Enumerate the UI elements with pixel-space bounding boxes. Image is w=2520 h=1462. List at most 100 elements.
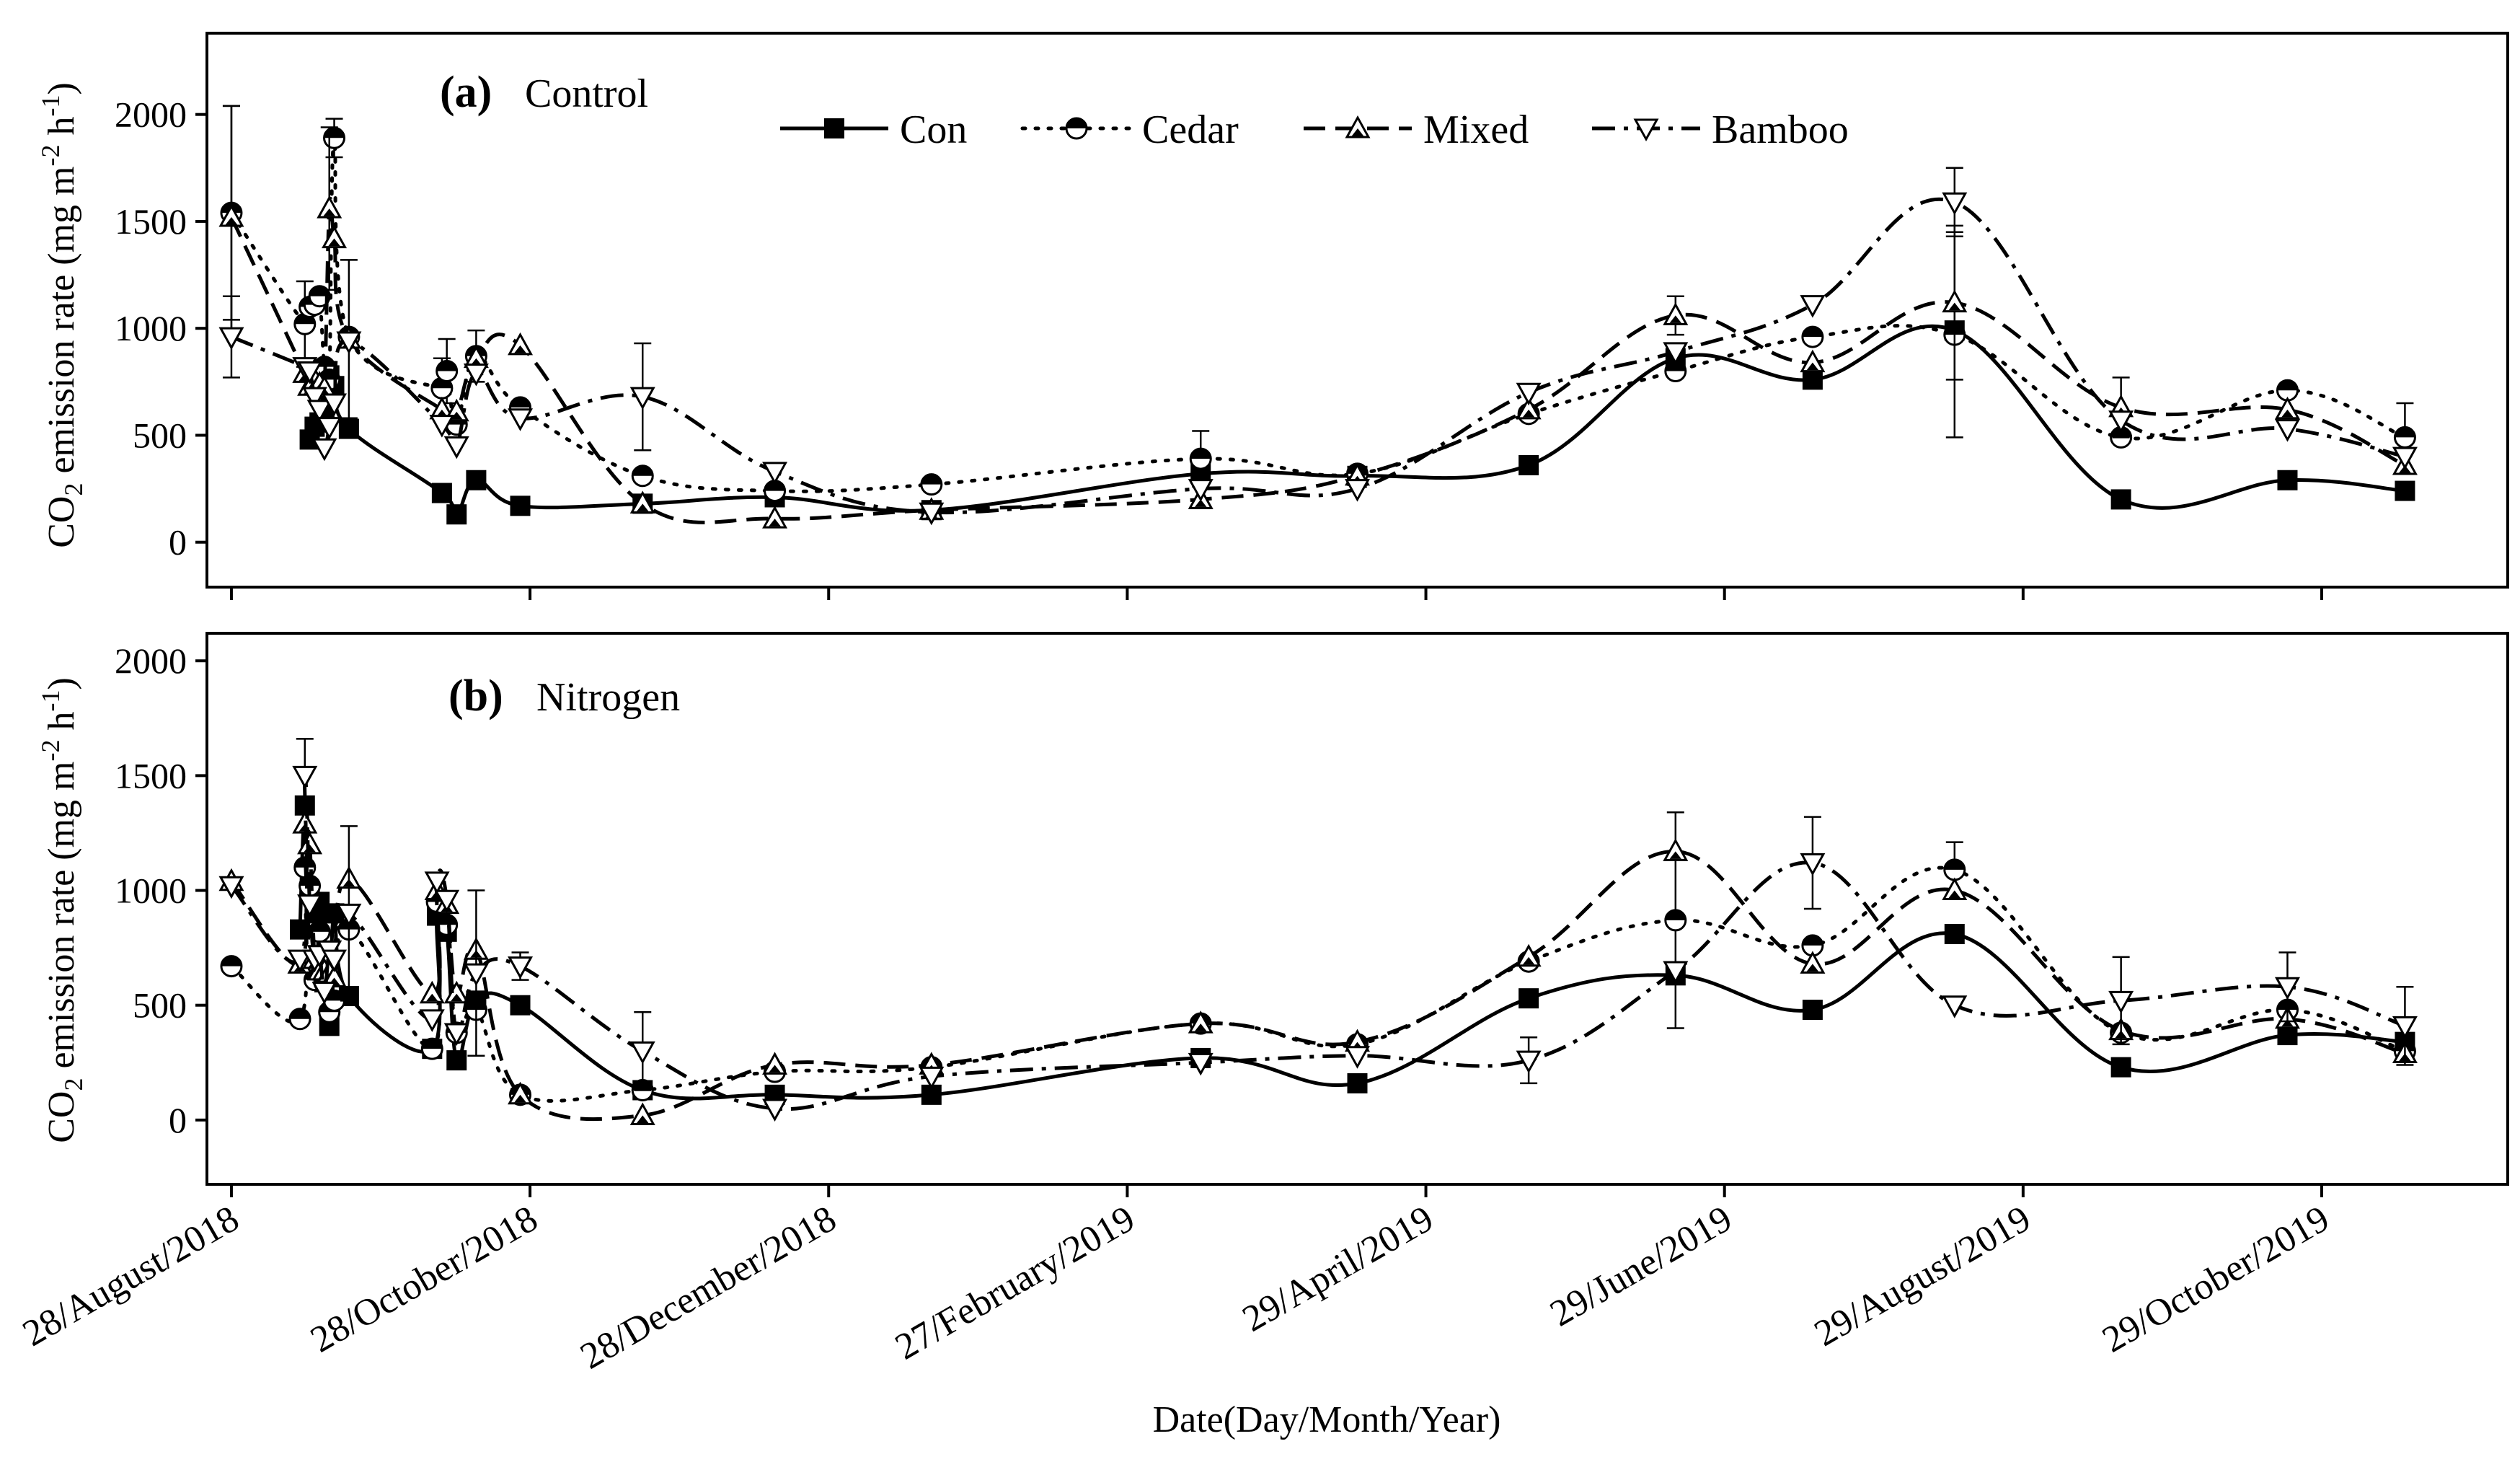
point-nitrogen-cedar-10	[420, 1037, 443, 1060]
y-tick-label-control-2000: 2000	[115, 94, 187, 135]
point-control-mixed-18	[1516, 396, 1542, 420]
point-nitrogen-con-12	[446, 1050, 467, 1071]
point-nitrogen-cedar-24	[1943, 858, 1966, 881]
point-nitrogen-mixed-22	[1663, 838, 1689, 861]
y-tick-label-control-1500: 1500	[115, 201, 187, 242]
point-control-bamboo-13	[629, 387, 655, 410]
point-control-bamboo-4	[306, 400, 332, 423]
y-tick-label-nitrogen-0: 0	[169, 1100, 187, 1140]
point-control-bamboo-23	[2274, 419, 2300, 442]
point-nitrogen-bamboo-17	[762, 1098, 788, 1122]
point-control-bamboo-9	[429, 415, 455, 438]
point-nitrogen-bamboo-9	[336, 903, 362, 927]
point-nitrogen-bamboo-6	[311, 982, 337, 1005]
point-nitrogen-cedar-1	[288, 1008, 311, 1031]
point-nitrogen-mixed-16	[629, 1102, 655, 1125]
y-tick-label-control-0: 0	[169, 522, 187, 563]
point-nitrogen-bamboo-19	[1188, 1052, 1213, 1076]
point-control-mixed-20	[1800, 349, 1826, 373]
point-control-bamboo-18	[1516, 382, 1542, 406]
point-nitrogen-bamboo-12	[434, 889, 460, 913]
point-control-cedar-15	[764, 480, 787, 503]
y-tick-label-nitrogen-1000: 1000	[115, 871, 187, 911]
point-nitrogen-bamboo-20	[1345, 1046, 1370, 1069]
point-control-mixed-19	[1663, 302, 1689, 325]
legend: Con Cedar Mixed Bamboo	[780, 107, 1849, 152]
y-tick-label-nitrogen-500: 500	[133, 985, 187, 1026]
point-control-bamboo-3	[301, 387, 327, 410]
point-nitrogen-mixed-21	[1516, 943, 1542, 967]
legend-marker-mixed	[1345, 115, 1371, 138]
point-nitrogen-bamboo-8	[322, 949, 348, 973]
point-nitrogen-con-24	[2110, 1057, 2131, 1078]
panel-control: 0 500 1000 1500 2000 (a) Control Con Cedar Mix…	[115, 32, 2509, 600]
point-nitrogen-bamboo-22	[1663, 961, 1689, 984]
point-nitrogen-bamboo-21	[1516, 1050, 1542, 1074]
y-tick-label-nitrogen-1500: 1500	[115, 755, 187, 796]
point-control-mixed-14	[762, 506, 788, 529]
point-control-con-7	[431, 483, 452, 503]
point-nitrogen-bamboo-18	[919, 1066, 945, 1090]
point-control-mixed-23	[2274, 396, 2300, 420]
legend-marker-con	[824, 118, 844, 138]
point-nitrogen-bamboo-15	[508, 956, 534, 979]
point-control-bamboo-20	[1800, 295, 1826, 318]
point-control-cedar-10	[436, 360, 459, 383]
legend-marker-cedar	[1065, 117, 1088, 140]
point-nitrogen-con-20	[1518, 988, 1539, 1009]
y-tick-label-control-500: 500	[133, 415, 187, 455]
y-tick-label-nitrogen-2000: 2000	[115, 640, 187, 681]
point-nitrogen-bamboo-13	[443, 1023, 469, 1046]
point-control-bamboo-24	[2392, 446, 2418, 470]
point-nitrogen-bamboo-16	[629, 1041, 655, 1065]
legend-item-bamboo: Bamboo	[1592, 107, 1849, 152]
point-control-con-18	[1802, 369, 1823, 390]
point-nitrogen-bamboo-0	[218, 876, 244, 899]
point-control-cedar-16	[920, 473, 943, 496]
line-nitrogen-bamboo	[230, 773, 2406, 1111]
point-control-con-6	[338, 418, 359, 439]
point-control-bamboo-8	[336, 331, 362, 355]
point-nitrogen-con-22	[1802, 1000, 1823, 1021]
legend-label-mixed: Mixed	[1423, 107, 1529, 152]
point-control-mixed-12	[508, 332, 534, 356]
point-control-mixed-6	[317, 195, 342, 219]
point-control-bamboo-5	[311, 438, 337, 462]
panel-letter-a: (a)	[440, 68, 492, 117]
point-control-cedar-17	[1189, 447, 1212, 470]
point-control-con-9	[466, 470, 487, 490]
point-nitrogen-bamboo-14	[463, 963, 489, 987]
legend-label-con: Con	[900, 107, 967, 152]
point-nitrogen-con-14	[510, 995, 531, 1016]
panel-letter-b: (b)	[448, 671, 503, 721]
point-nitrogen-bamboo-23	[1800, 853, 1826, 876]
point-control-bamboo-14	[762, 462, 788, 485]
point-nitrogen-bamboo-3	[297, 894, 323, 917]
series-control-bamboo	[218, 167, 2418, 526]
point-control-mixed-0	[218, 203, 244, 227]
point-control-cedar-4	[308, 285, 331, 308]
point-nitrogen-bamboo-26	[2274, 977, 2300, 1000]
line-control-mixed	[229, 196, 2406, 524]
point-control-bamboo-10	[443, 436, 469, 459]
point-nitrogen-mixed-23	[1800, 951, 1826, 974]
legend-label-cedar: Cedar	[1142, 107, 1239, 152]
point-control-con-10	[510, 496, 531, 516]
point-control-cedar-21	[1801, 325, 1824, 348]
point-control-bamboo-6	[317, 417, 342, 440]
legend-item-mixed: Mixed	[1304, 107, 1529, 152]
point-nitrogen-mixed-24	[1942, 877, 1968, 900]
point-nitrogen-mixed-19	[1188, 1010, 1213, 1034]
point-nitrogen-mixed-10	[419, 980, 445, 1004]
legend-item-cedar: Cedar	[1020, 107, 1239, 152]
panel-nitrogen: 0 500 1000 1500 2000 (b) Nitrogen	[115, 632, 2509, 1197]
panel-title-control: Control	[525, 71, 648, 116]
point-nitrogen-bamboo-24	[1942, 995, 1968, 1018]
point-control-bamboo-15	[919, 502, 945, 526]
point-control-bamboo-7	[322, 393, 348, 417]
point-control-cedar-14	[631, 464, 654, 488]
point-nitrogen-bamboo-27	[2392, 1016, 2418, 1039]
point-nitrogen-mixed-17	[762, 1052, 788, 1075]
point-control-bamboo-2	[297, 361, 323, 384]
